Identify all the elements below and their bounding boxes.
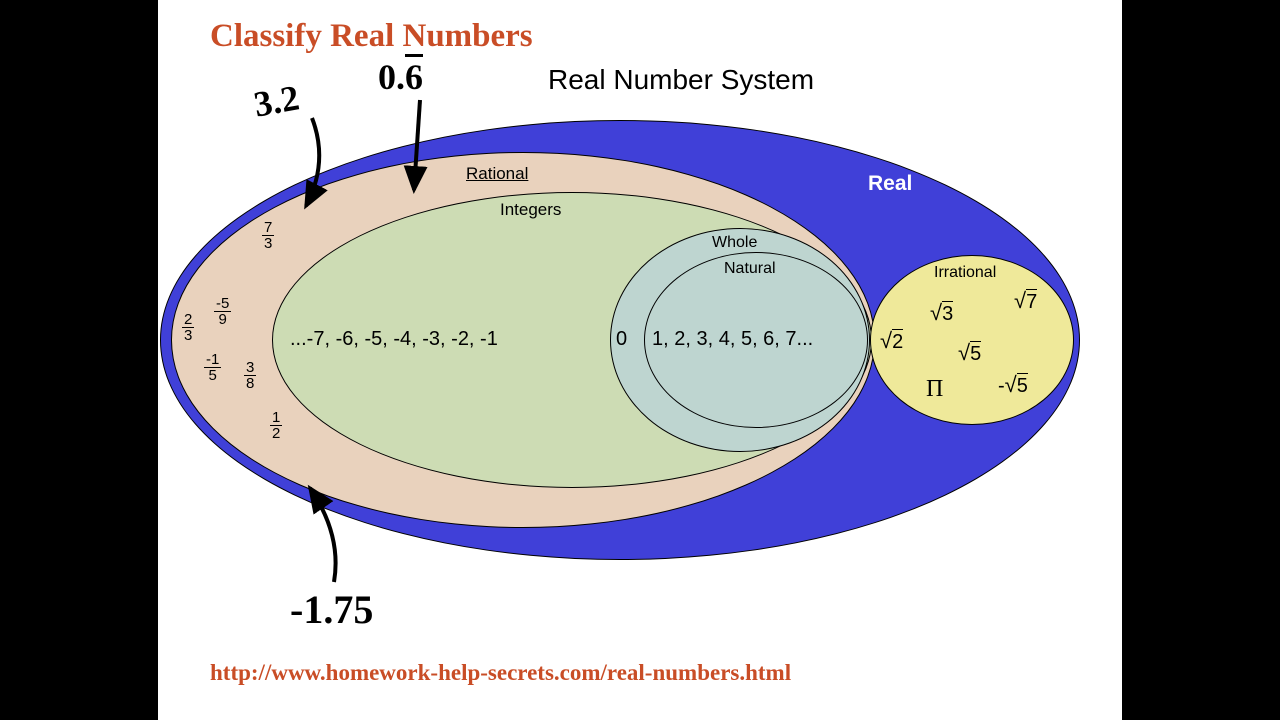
irrational-value: √7: [1014, 288, 1037, 314]
label-whole: Whole: [712, 234, 757, 252]
fraction: 38: [244, 360, 256, 391]
main-title: Classify Real Numbers: [210, 18, 533, 55]
irrational-value: √5: [958, 340, 981, 366]
fraction: 12: [270, 410, 282, 441]
irrational-value: Π: [926, 376, 943, 403]
label-irrational: Irrational: [934, 264, 996, 282]
natural-list: 1, 2, 3, 4, 5, 6, 7...: [652, 328, 813, 351]
integers-list: ...-7, -6, -5, -4, -3, -2, -1: [290, 328, 498, 351]
source-url: http://www.homework-help-secrets.com/rea…: [210, 660, 791, 686]
irrational-value: -√5: [998, 372, 1028, 398]
handwritten-note: -1.75: [290, 586, 373, 633]
fraction: 23: [182, 312, 194, 343]
label-natural: Natural: [724, 260, 776, 278]
label-integers: Integers: [500, 200, 561, 220]
irrational-value: √2: [880, 328, 903, 354]
irrational-value: √3: [930, 300, 953, 326]
fraction: -15: [204, 352, 221, 383]
handwritten-note: 0.6: [378, 56, 423, 98]
fraction: 73: [262, 220, 274, 251]
subtitle: Real Number System: [548, 64, 814, 96]
label-real: Real: [868, 172, 912, 196]
handwritten-note: 3.2: [251, 76, 303, 125]
label-rational: Rational: [466, 164, 528, 184]
zero-value: 0: [616, 328, 627, 351]
fraction: -59: [214, 296, 231, 327]
